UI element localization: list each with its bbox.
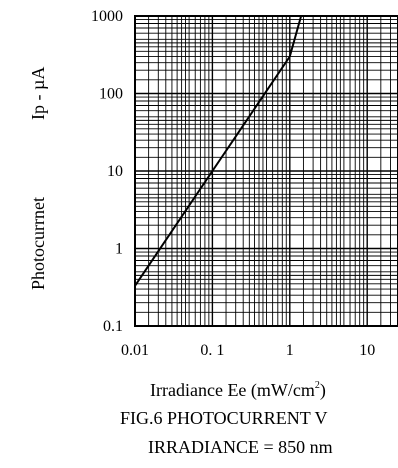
x-axis-title-sup: 2 bbox=[315, 380, 320, 391]
y-tick-label: 0.1 bbox=[103, 318, 123, 335]
y-tick-label: 1000 bbox=[91, 8, 123, 25]
y-axis-title-unit: Ip - µA bbox=[28, 67, 48, 120]
plot-frame bbox=[134, 15, 398, 327]
x-tick-label: 0. 1 bbox=[200, 342, 224, 359]
x-axis-title: Irradiance Ee (mW/cm2) bbox=[150, 380, 326, 401]
x-axis-title-end: ) bbox=[320, 380, 326, 401]
figure-caption-line2: IRRADIANCE = 850 nm bbox=[148, 437, 333, 457]
figure-caption-line1: FIG.6 PHOTOCURRENT V bbox=[120, 408, 328, 428]
x-tick-labels: 0.01 0. 1 1 10 bbox=[121, 342, 375, 359]
y-tick-label: 10 bbox=[107, 163, 123, 180]
x-tick-label: 10 bbox=[359, 342, 375, 359]
x-tick-label: 0.01 bbox=[121, 342, 149, 359]
series-layer bbox=[134, 15, 303, 287]
x-tick-label: 1 bbox=[286, 342, 294, 359]
grid-lines bbox=[134, 16, 398, 327]
y-tick-label: 1 bbox=[115, 241, 123, 258]
x-axis-title-main: Irradiance Ee (mW/cm bbox=[150, 380, 315, 401]
y-axis-title-photocurrent: Photocurrnet bbox=[28, 197, 48, 290]
y-tick-labels: 1000 100 10 1 0.1 bbox=[91, 8, 123, 335]
series-line-0 bbox=[134, 15, 303, 287]
y-tick-label: 100 bbox=[99, 86, 123, 103]
